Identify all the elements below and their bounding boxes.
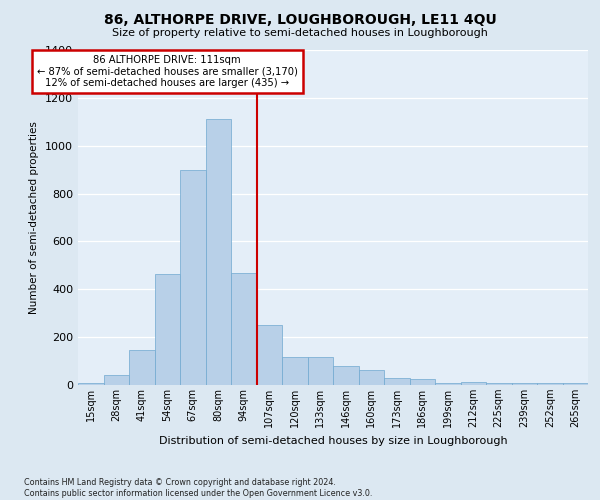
Bar xyxy=(78,382,104,385)
Bar xyxy=(435,382,461,385)
Bar xyxy=(155,274,180,385)
Bar xyxy=(308,358,333,385)
Bar xyxy=(180,170,205,385)
Bar xyxy=(231,272,257,385)
Text: Contains HM Land Registry data © Crown copyright and database right 2024.
Contai: Contains HM Land Registry data © Crown c… xyxy=(24,478,373,498)
Bar xyxy=(359,370,384,385)
Bar xyxy=(409,379,435,385)
Bar xyxy=(104,376,129,385)
Bar xyxy=(384,378,409,385)
Bar xyxy=(129,350,155,385)
Bar xyxy=(282,358,308,385)
Text: 86, ALTHORPE DRIVE, LOUGHBOROUGH, LE11 4QU: 86, ALTHORPE DRIVE, LOUGHBOROUGH, LE11 4… xyxy=(104,12,496,26)
Bar xyxy=(511,383,537,385)
Bar xyxy=(563,383,588,385)
Bar xyxy=(486,383,511,385)
X-axis label: Distribution of semi-detached houses by size in Loughborough: Distribution of semi-detached houses by … xyxy=(158,436,508,446)
Text: 86 ALTHORPE DRIVE: 111sqm
← 87% of semi-detached houses are smaller (3,170)
12% : 86 ALTHORPE DRIVE: 111sqm ← 87% of semi-… xyxy=(37,55,298,88)
Bar xyxy=(257,325,282,385)
Bar xyxy=(205,120,231,385)
Bar xyxy=(461,382,486,385)
Bar xyxy=(333,366,359,385)
Y-axis label: Number of semi-detached properties: Number of semi-detached properties xyxy=(29,121,40,314)
Bar xyxy=(537,383,563,385)
Text: Size of property relative to semi-detached houses in Loughborough: Size of property relative to semi-detach… xyxy=(112,28,488,38)
